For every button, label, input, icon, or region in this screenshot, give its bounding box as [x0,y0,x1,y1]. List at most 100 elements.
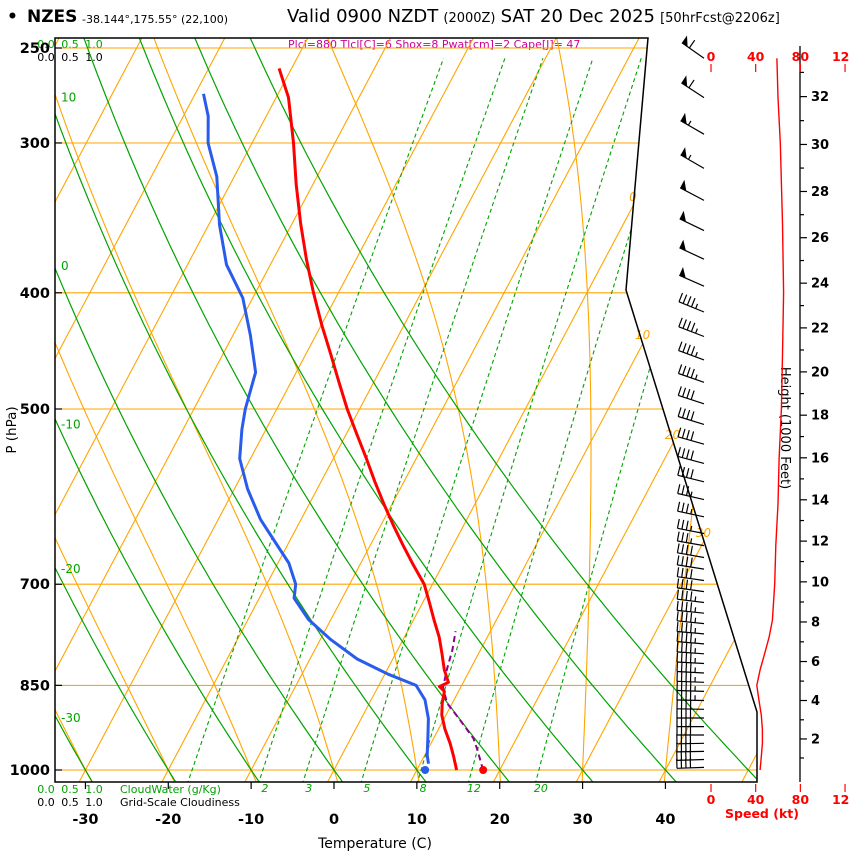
speed-tick-label: 120 [832,49,850,64]
isotherm-line [575,38,757,782]
height-tick-label: 22 [811,321,829,336]
isotherm-line [55,38,309,782]
mixing-ratio-label: 5 [363,782,370,795]
isotherm-line [658,38,757,782]
dry-adiabat-label: -20 [61,562,81,576]
speed-tick-label: 40 [747,49,765,64]
dry-adiabat-line [55,38,271,782]
speed-tick-label: 40 [747,792,765,807]
mixing-ratio-label: 12 [467,782,481,795]
height-tick-label: 2 [811,732,820,747]
dry-adiabat-label: 10 [61,91,76,105]
cw-tick: 1.0 [85,783,103,796]
station-name: NZES [26,7,78,27]
isotherm-line [55,38,143,782]
mixing-ratio-label: 2 [261,782,268,795]
dry-adiabat-line [194,38,692,782]
height-tick-label: 26 [811,231,829,246]
pressure-tick-label: 250 [20,41,50,57]
height-tick-label: 4 [811,694,820,709]
temperature-tick-label: 10 [407,812,427,828]
moist-adiabat-line [553,38,592,782]
pressure-tick-label: 400 [20,286,50,302]
forecast-hour: [50hrFcst@2206z] [660,11,780,26]
valid-time-line: Valid 0900 NZDT (2000Z) SAT 20 Dec 2025 … [287,6,780,27]
valid-zulu: (2000Z) [443,11,496,26]
cl-tick: 0.5 [61,796,79,809]
station-coords: -38.144°,175.55° (22,100) [82,13,229,26]
speed-tick-label: 120 [832,792,850,807]
mixing-ratio-line [412,58,642,782]
station-bullet: • [7,7,18,27]
surface-temp-dot [479,766,488,774]
moist-adiabat-line [55,38,184,782]
height-tick-label: 30 [811,138,829,153]
height-tick-label: 16 [811,451,829,466]
height-tick-label: 24 [811,277,829,292]
isotherm-line [492,38,757,782]
cloudwater-axis-label: CloudWater (g/Kg) [120,783,221,796]
mixing-ratio-line [463,58,686,782]
cloudiness-scale-top: 0.0 0.5 1.0 [34,51,106,64]
mixing-ratio-line [182,58,445,782]
speed-tick-label: 80 [792,49,810,64]
speed-tick-label: 0 [707,49,716,64]
height-tick-label: 10 [811,575,829,590]
isotherm-label: 20 [665,428,681,442]
thermo-grid [55,38,757,782]
isotherm-line [410,38,757,782]
pressure-tick-label: 500 [20,402,50,418]
dry-adiabat-label: -30 [61,711,81,725]
pressure-tick-label: 300 [20,136,50,152]
temperature-tick-label: -10 [238,812,264,828]
dry-adiabat-label: -10 [61,417,81,431]
mixing-ratio-label: 3 [305,782,312,795]
parcel-path-curve [441,631,485,771]
height-tick-label: 14 [811,493,829,508]
isotherm-line [55,38,226,782]
wind-speed-profile [756,58,785,771]
height-tick-label: 8 [811,615,820,630]
cloudiness-axis-label: Grid-Scale Cloudiness [120,796,240,809]
temperature-tick-label: 0 [329,812,339,828]
height-tick-label: 20 [811,365,829,380]
moist-adiabat-line [55,38,344,782]
height-tick-label: 6 [811,655,820,670]
isotherm-line [244,38,640,782]
moist-adiabat-line [149,38,423,782]
plot-border [54,37,758,783]
speed-axis-title: Speed (kt) [725,806,799,821]
surface-dewpoint-dot [421,766,430,774]
pressure-tick-label: 850 [20,678,50,694]
cloudwater-scale-bottom: 0.0 0.5 1.0 CloudWater (g/Kg) [34,783,221,796]
wind-barbs [676,35,705,769]
speed-tick-label: 0 [707,792,716,807]
temperature-axis-title: Temperature (C) [317,836,432,852]
temperature-tick-label: 40 [655,812,675,828]
pressure-tick-label: 700 [20,577,50,593]
isotherm-line [741,38,757,782]
temperature-tick-label: 30 [572,812,592,828]
dry-adiabat-label: 0 [61,259,69,273]
cl-tick: 0.0 [37,51,55,64]
dry-adiabat-line [55,38,103,782]
isotherm-label: 0 [629,190,637,204]
temperature-curve [277,67,459,771]
mixing-ratio-label: 8 [420,782,427,795]
moist-adiabat-line [55,38,264,782]
moist-adiabat-line [322,38,502,782]
mixing-ratio-line [355,58,594,782]
height-tick-label: 28 [811,185,829,200]
dry-adiabat-line [55,38,187,782]
valid-time: Valid 0900 NZDT [287,6,439,27]
isotherm-line [55,38,391,782]
mixing-ratio-line [297,58,544,782]
cloudiness-scale-bottom: 0.0 0.5 1.0 Grid-Scale Cloudiness [34,796,240,809]
dry-adiabat-line [83,38,523,782]
speed-tick-label: 80 [792,792,810,807]
cl-tick: 1.0 [85,796,103,809]
cw-tick: 0.0 [37,38,55,51]
height-tick-label: 12 [811,535,829,550]
dry-adiabat-line [138,38,607,782]
